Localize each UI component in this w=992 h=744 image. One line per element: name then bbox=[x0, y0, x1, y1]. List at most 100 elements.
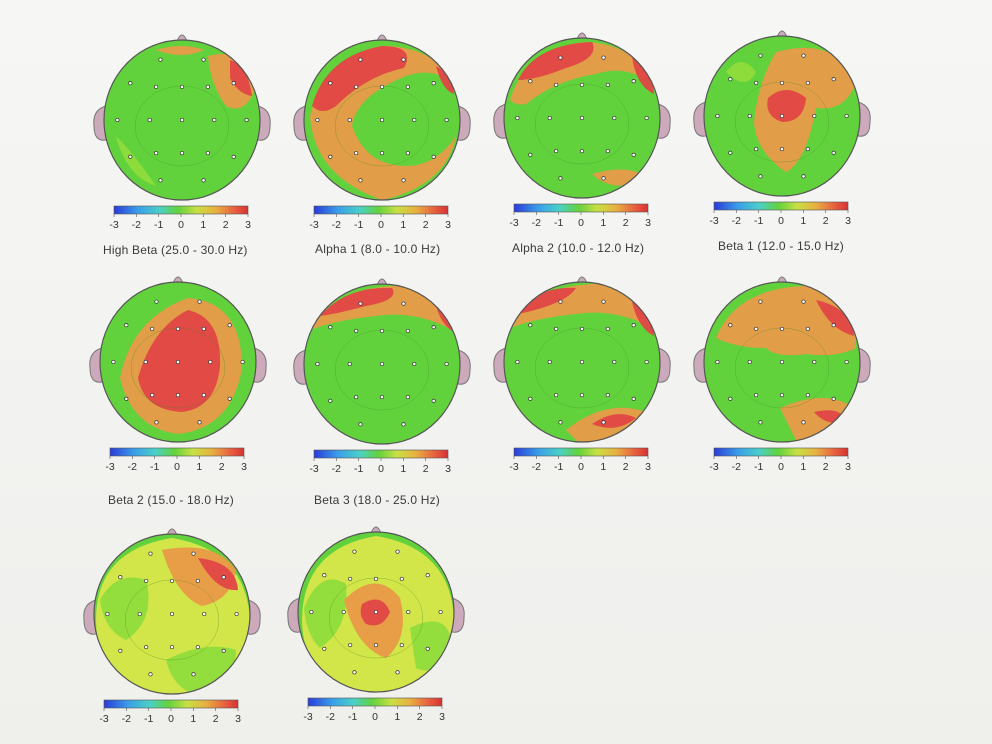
electrode-dot bbox=[554, 393, 559, 398]
electrode-dot bbox=[195, 645, 200, 650]
activity-region bbox=[592, 414, 636, 428]
electrode-dot bbox=[234, 611, 239, 617]
electrode-dot bbox=[137, 611, 142, 617]
left-ear-marker bbox=[693, 347, 707, 383]
topomap-svg: -3 -2 -1 0 1 2 3 bbox=[493, 276, 671, 473]
color-scale-bar bbox=[109, 447, 245, 457]
electrode-dot bbox=[144, 578, 149, 583]
electrode-dot bbox=[221, 648, 226, 653]
activity-region bbox=[632, 302, 654, 336]
head-outline bbox=[99, 281, 257, 443]
electrode-dot bbox=[554, 82, 559, 87]
electrode-dot bbox=[348, 643, 353, 648]
electrode-dot bbox=[425, 646, 430, 651]
electrode-dot bbox=[412, 361, 417, 367]
electrode-dot bbox=[231, 154, 236, 159]
electrode-dot bbox=[405, 151, 410, 156]
electrode-dot bbox=[328, 81, 333, 86]
scale-tick-label: 0 bbox=[174, 461, 180, 473]
electrode-dot bbox=[805, 147, 810, 152]
scale-tick-label: -2 bbox=[326, 711, 335, 723]
electrode-dot bbox=[779, 359, 785, 365]
electrode-dot bbox=[169, 611, 175, 617]
right-ear-marker bbox=[257, 105, 271, 141]
electrode-dot bbox=[212, 117, 217, 123]
scale-tick-label: 2 bbox=[423, 219, 429, 231]
electrode-dot bbox=[758, 174, 763, 179]
electrode-dot bbox=[148, 551, 153, 556]
topomap-svg: -3 -2 -1 0 1 2 3 bbox=[83, 528, 261, 725]
electrode-dot bbox=[379, 395, 385, 400]
color-scale-bar bbox=[713, 447, 849, 457]
scale-tick-label: -1 bbox=[354, 219, 363, 231]
scale-tick-label: -3 bbox=[105, 461, 114, 473]
electrode-dot bbox=[373, 576, 379, 581]
electrode-dot bbox=[379, 117, 385, 123]
electrode-dot bbox=[379, 361, 385, 367]
electrode-dot bbox=[111, 359, 116, 365]
electrode-dot bbox=[197, 299, 202, 304]
electrode-dot bbox=[227, 396, 232, 401]
electrode-dot bbox=[601, 420, 606, 425]
electrode-dot bbox=[728, 396, 733, 401]
activity-region bbox=[518, 287, 576, 314]
electrode-dot bbox=[431, 398, 436, 403]
scale-tick-label: -1 bbox=[150, 461, 159, 473]
electrode-dot bbox=[438, 609, 443, 615]
electrode-dot bbox=[150, 393, 155, 398]
scale-tick-label: -3 bbox=[709, 215, 718, 227]
scale-tick-label: -2 bbox=[532, 461, 541, 473]
scale-tick-label: -3 bbox=[509, 461, 518, 473]
topomap-svg: -3 -2 -1 0 1 2 3 bbox=[89, 276, 267, 473]
electrode-dot bbox=[431, 81, 436, 86]
electrode-dot bbox=[221, 575, 226, 580]
electrode-dot bbox=[754, 80, 759, 85]
scale-tick-label: 1 bbox=[196, 461, 202, 473]
electrode-dot bbox=[197, 420, 202, 425]
electrode-dot bbox=[401, 178, 406, 183]
scale-tick-label: -3 bbox=[309, 463, 318, 475]
map-caption: Alpha 2 (10.0 - 12.0 Hz) bbox=[512, 241, 645, 255]
electrode-dot bbox=[558, 55, 563, 60]
electrode-dot bbox=[191, 672, 196, 677]
scale-tick-label: 3 bbox=[439, 711, 445, 723]
left-ear-marker bbox=[93, 105, 107, 141]
scale-tick-label: 1 bbox=[800, 215, 806, 227]
scale-tick-label: -1 bbox=[554, 217, 563, 229]
electrode-dot bbox=[425, 573, 430, 578]
color-scale-bar bbox=[513, 203, 649, 213]
activity-region bbox=[100, 577, 149, 640]
electrode-dot bbox=[240, 359, 245, 365]
electrode-dot bbox=[631, 79, 636, 84]
electrode-dot bbox=[631, 152, 636, 157]
scale-tick-label: -2 bbox=[532, 217, 541, 229]
scale-tick-label: 3 bbox=[645, 461, 651, 473]
scale-tick-label: 0 bbox=[578, 217, 584, 229]
electrode-dot bbox=[405, 395, 410, 400]
scale-tick-label: -1 bbox=[754, 215, 763, 227]
activity-region bbox=[518, 42, 594, 80]
left-ear-marker bbox=[493, 347, 507, 383]
right-ear-marker bbox=[457, 349, 471, 385]
topomap-svg: -3 -2 -1 0 1 2 3 bbox=[293, 34, 471, 231]
electrode-dot bbox=[801, 420, 806, 425]
activity-region bbox=[780, 398, 854, 440]
electrode-dot bbox=[715, 359, 720, 365]
electrode-dot bbox=[227, 323, 232, 328]
electrode-dot bbox=[547, 359, 552, 365]
electrode-dot bbox=[747, 359, 752, 365]
electrode-dot bbox=[118, 575, 123, 580]
electrode-dot bbox=[605, 82, 610, 87]
scale-tick-label: -2 bbox=[332, 219, 341, 231]
electrode-dot bbox=[175, 393, 181, 398]
activity-region bbox=[230, 60, 252, 96]
scale-tick-label: 2 bbox=[623, 461, 629, 473]
electrode-dot bbox=[399, 576, 404, 581]
electrode-dot bbox=[579, 359, 585, 365]
topomap-svg: -3 -2 -1 0 1 2 3 bbox=[493, 32, 671, 229]
color-scale-bar bbox=[313, 205, 449, 215]
electrode-dot bbox=[747, 113, 752, 119]
electrode-dot bbox=[154, 299, 159, 304]
electrode-dot bbox=[715, 113, 720, 119]
electrode-dot bbox=[191, 551, 196, 556]
